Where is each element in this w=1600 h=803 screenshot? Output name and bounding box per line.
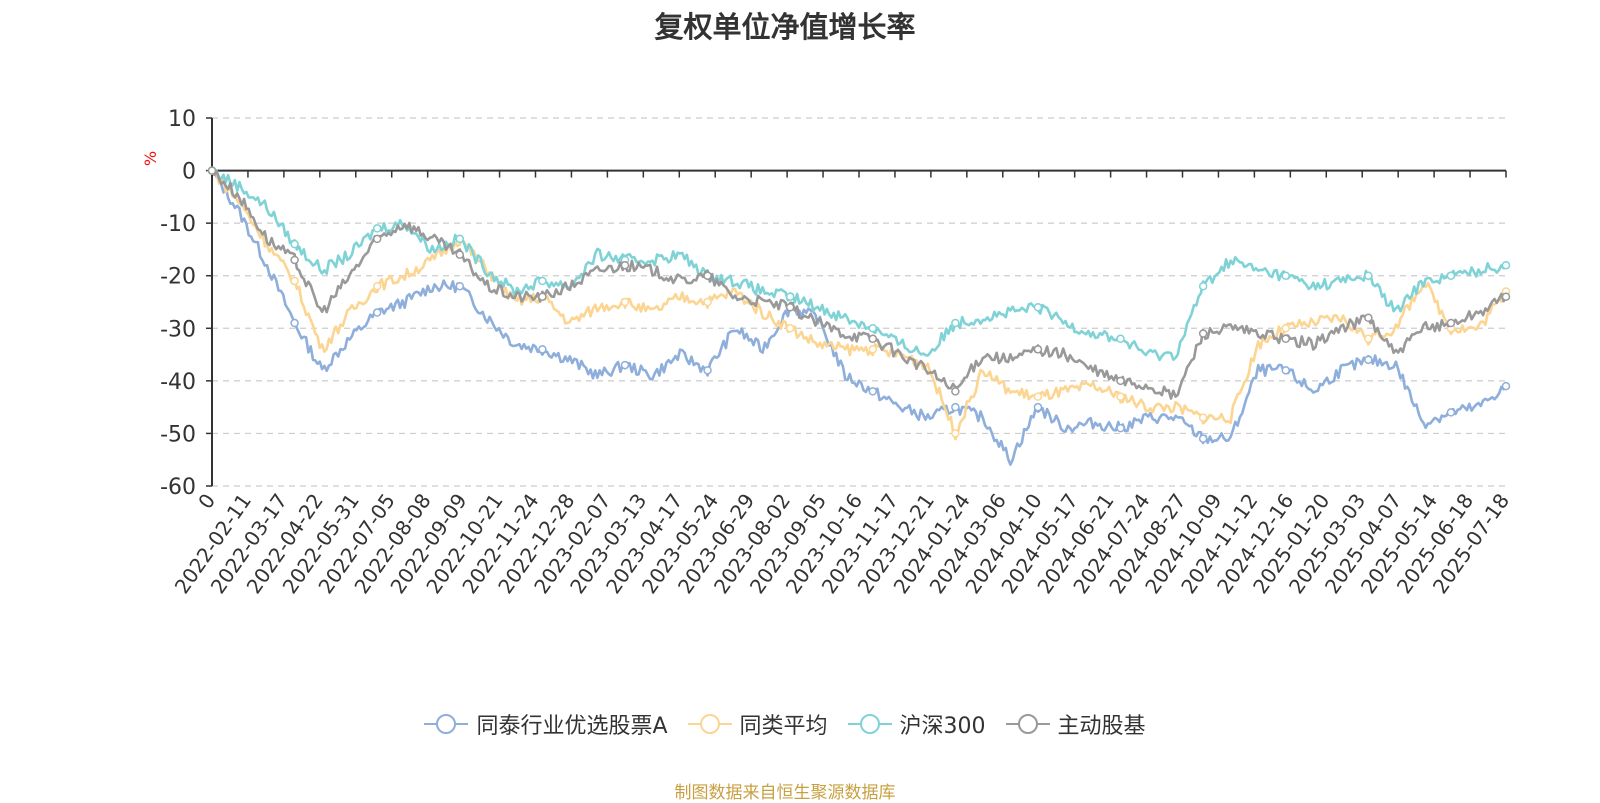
data-point xyxy=(1446,318,1456,328)
data-point xyxy=(207,166,217,175)
data-point xyxy=(951,387,960,396)
data-point xyxy=(1364,313,1373,323)
data-point xyxy=(951,318,960,328)
legend[interactable]: 同泰行业优选股票A 同类平均 沪深300 主动股基 xyxy=(0,708,1570,740)
data-point xyxy=(1281,366,1290,375)
data-point xyxy=(1364,334,1373,344)
data-point xyxy=(372,281,382,291)
data-point xyxy=(455,234,465,244)
legend-label: 同类平均 xyxy=(739,714,828,739)
data-point xyxy=(1033,303,1043,312)
data-point xyxy=(290,255,299,265)
legend-marker-icon xyxy=(424,714,469,734)
data-point xyxy=(455,250,465,259)
data-point xyxy=(372,224,382,233)
y-tick-label: -10 xyxy=(160,212,196,237)
data-point xyxy=(290,239,299,249)
legend-label: 沪深300 xyxy=(899,714,986,739)
data-point xyxy=(455,281,465,291)
data-point xyxy=(1198,329,1208,338)
data-point xyxy=(868,387,878,396)
data-point xyxy=(290,276,299,286)
y-axis-unit-label: % xyxy=(141,151,160,166)
data-point xyxy=(620,260,630,270)
series-lines xyxy=(207,166,1511,466)
data-point xyxy=(1033,402,1043,412)
data-point xyxy=(703,297,712,307)
y-tick-label: 10 xyxy=(168,107,196,132)
data-point xyxy=(1198,413,1208,422)
data-point xyxy=(703,366,712,375)
data-source-note: 制图数据来自恒生聚源数据库 xyxy=(674,783,896,803)
legend-marker-icon xyxy=(847,714,892,734)
series-line xyxy=(211,169,1508,441)
data-point xyxy=(785,292,795,301)
data-point xyxy=(868,345,878,354)
data-point xyxy=(1116,423,1125,433)
data-point xyxy=(1501,292,1511,301)
data-point xyxy=(1281,324,1290,333)
data-point xyxy=(785,303,795,312)
axis-labels: 100-10-20-30-40-50-60%02022-02-112022-03… xyxy=(141,107,1514,598)
data-point xyxy=(1501,260,1511,270)
data-point xyxy=(372,308,382,317)
data-point xyxy=(538,345,547,354)
legend-item[interactable]: 主动股基 xyxy=(1005,708,1146,740)
data-point xyxy=(868,324,878,333)
data-point xyxy=(1281,334,1290,344)
data-point xyxy=(951,402,960,412)
data-point xyxy=(1446,271,1456,280)
legend-marker-icon xyxy=(687,714,732,734)
data-point xyxy=(951,429,960,438)
series-line xyxy=(211,169,1508,362)
legend-label: 同泰行业优选股票A xyxy=(476,714,668,739)
legend-item[interactable]: 同泰行业优选股票A xyxy=(424,708,668,740)
data-point xyxy=(1501,381,1511,391)
y-tick-label: -30 xyxy=(160,317,196,342)
y-tick-label: -20 xyxy=(160,265,196,290)
series-line xyxy=(210,169,1508,400)
legend-item[interactable]: 沪深300 xyxy=(847,708,986,740)
data-point xyxy=(1446,408,1456,417)
data-point xyxy=(620,297,630,307)
y-tick-label: -40 xyxy=(160,370,196,395)
data-point xyxy=(1116,392,1125,401)
chart-title: 复权单位净值增长率 xyxy=(654,10,916,44)
data-point xyxy=(703,271,712,280)
data-point xyxy=(785,324,795,333)
data-point xyxy=(1281,271,1290,280)
series-line xyxy=(211,169,1508,466)
legend-label: 主动股基 xyxy=(1057,714,1146,739)
y-tick-label: 0 xyxy=(182,160,196,185)
axes xyxy=(206,117,1507,487)
data-point xyxy=(538,292,547,301)
y-tick-label: -60 xyxy=(160,475,196,500)
data-point xyxy=(1198,281,1208,291)
line-chart: 100-10-20-30-40-50-60%02022-02-112022-03… xyxy=(141,107,1514,598)
data-point xyxy=(1364,271,1373,280)
data-point xyxy=(1033,345,1043,354)
data-point xyxy=(868,334,878,344)
data-point xyxy=(290,318,299,328)
y-tick-label: -50 xyxy=(160,422,196,447)
data-point xyxy=(538,276,547,286)
data-point xyxy=(1198,434,1208,443)
legend-marker-icon xyxy=(1005,714,1050,734)
data-point xyxy=(1033,392,1043,401)
data-point xyxy=(372,234,382,244)
x-tick-label: 0 xyxy=(193,489,220,513)
data-point xyxy=(1364,355,1373,365)
data-point xyxy=(1116,376,1125,386)
data-point xyxy=(620,360,630,370)
legend-item[interactable]: 同类平均 xyxy=(687,708,828,740)
data-point xyxy=(1116,334,1125,344)
